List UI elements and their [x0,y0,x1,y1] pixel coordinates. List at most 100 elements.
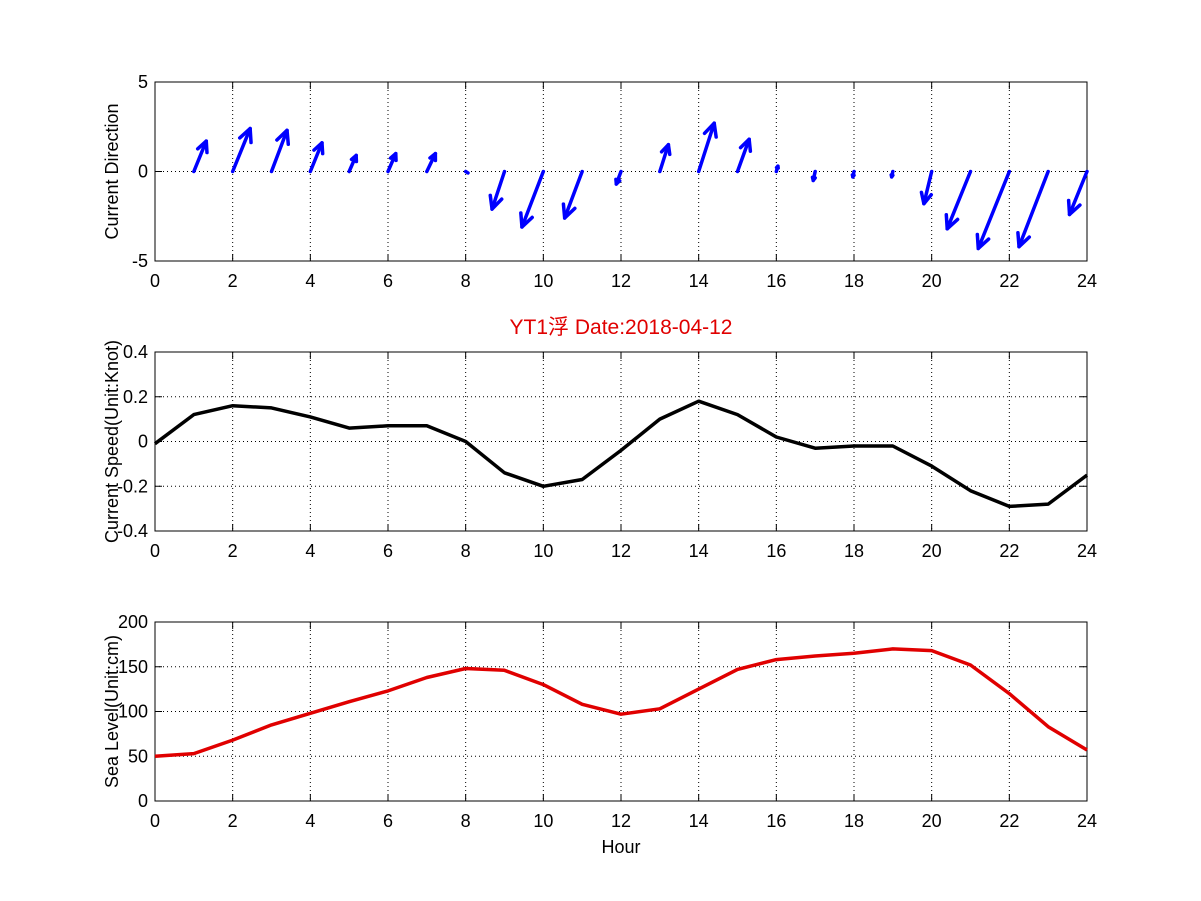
quiver-arrow [269,128,291,174]
x-tick-label: 2 [228,811,238,831]
arrow-head [944,213,960,231]
x-tick-label: 4 [305,271,315,291]
arrow-head [975,232,991,251]
quiver-arrow [561,169,584,220]
x-tick-label: 10 [533,811,553,831]
arrow-head [238,126,253,145]
arrow-shaft [562,169,584,220]
x-tick-label: 0 [150,811,160,831]
y-tick-label: 100 [118,702,148,722]
x-tick-label: 8 [461,811,471,831]
arrow-shaft [976,169,1012,251]
arrow-shaft [192,139,209,174]
quiver-arrow [919,169,934,206]
quiver-arrow [1016,169,1050,249]
x-tick-label: 18 [844,541,864,561]
y-tick-label: 50 [128,746,148,766]
arrow-head [614,177,622,186]
y-tick-label: -0.4 [117,521,148,541]
x-tick-label: 0 [150,271,160,291]
x-tick-label: 20 [922,541,942,561]
x-tick-label: 18 [844,811,864,831]
x-tick-label: 16 [766,541,786,561]
arrow-head [1016,230,1032,249]
quiver-arrow [308,141,325,174]
x-tick-label: 10 [533,271,553,291]
x-axis-label: Hour [601,837,640,857]
x-tick-label: 6 [383,271,393,291]
quiver-arrow [735,137,753,174]
x-tick-label: 16 [766,271,786,291]
y-tick-label: 0 [138,432,148,452]
x-tick-label: 10 [533,541,553,561]
quiver-arrow [425,151,438,174]
quiver-arrow [889,169,895,179]
y-tick-label: 150 [118,657,148,677]
arrow-head [349,153,359,164]
arrow-shaft [490,169,507,211]
arrow-head [919,190,934,206]
arrow-head [659,142,672,157]
x-tick-label: 8 [461,541,471,561]
arrow-shaft [922,169,934,206]
arrow-head [850,173,856,179]
quiver-arrow [347,153,359,174]
arrow-head [275,128,291,147]
y-tick-label: 0.4 [123,342,148,362]
quiver-arrow [1066,169,1089,217]
arrow-head [388,151,398,163]
x-tick-label: 20 [922,811,942,831]
quiver-arrow [614,169,623,186]
x-tick-label: 18 [844,271,864,291]
x-tick-label: 12 [611,541,631,561]
arrow-head [561,202,577,220]
chart-title: YT1浮 Date:2018-04-12 [510,316,733,339]
arrow-head [702,121,718,139]
arrow-shaft [735,137,751,174]
quiver-arrow [386,151,398,174]
arrow-shaft [520,169,546,229]
y-tick-label: -5 [132,251,148,271]
x-tick-label: 22 [999,271,1019,291]
quiver-arrow [975,169,1012,251]
x-tick-label: 2 [228,541,238,561]
quiver-arrow [192,139,209,174]
x-tick-label: 24 [1077,811,1097,831]
x-tick-label: 2 [228,271,238,291]
speed-chart: 0 2 4 6 8 10 12 14 16 18 20 22 24-0.4-0.200.20.4Curr… [102,316,1097,561]
series-line [153,399,1089,509]
arrow-head [488,193,504,211]
quiver-arrow [774,164,780,174]
y-tick-label: 5 [138,72,148,92]
arrow-head [428,151,438,163]
arrow-head [519,211,534,229]
quiver-arrow [488,169,507,211]
x-tick-label: 8 [461,271,471,291]
arrow-head [1066,198,1082,217]
quiver-arrow [696,121,718,174]
x-tick-label: 24 [1077,271,1097,291]
arrow-shaft [945,169,973,231]
arrow-shaft [1017,169,1050,249]
arrow-shaft [230,126,252,174]
arrow-shaft [308,141,324,174]
x-tick-label: 12 [611,811,631,831]
x-tick-label: 14 [689,541,709,561]
quiver-arrow [658,142,672,174]
x-tick-label: 6 [383,541,393,561]
x-tick-label: 6 [383,811,393,831]
y-tick-label: 0 [138,791,148,811]
x-tick-label: 14 [689,271,709,291]
y-tick-label: -0.2 [117,476,148,496]
arrow-head [889,173,895,179]
quiver-arrow [519,169,546,229]
quiver-arrow [944,169,973,231]
arrow-head [810,175,817,183]
x-tick-label: 4 [305,811,315,831]
y-tick-label: 200 [118,612,148,632]
arrow-shaft [269,128,289,174]
quiver-arrow [850,169,856,179]
